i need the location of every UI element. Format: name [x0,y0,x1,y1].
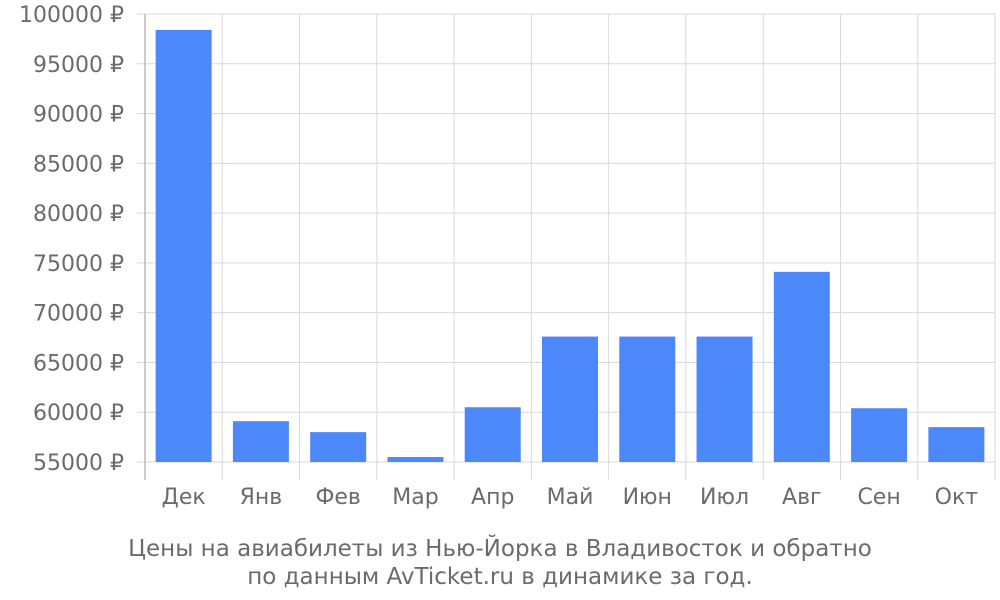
bar-6 [542,336,598,462]
bar-5 [464,407,521,462]
x-axis-labels: Дек Янв Фев Мар Апр Май Июн Июл Авг Сен Окт [162,485,979,510]
bar-4 [387,457,444,462]
y-tick-label: 55000 ₽ [33,451,124,476]
x-tick-label: Авг [782,485,822,510]
y-tick-label: 70000 ₽ [33,302,124,327]
y-tick-label: 60000 ₽ [33,401,124,426]
bar-9 [773,271,830,462]
chart-caption-line-2: по данным AvTicket.ru в динамике за год. [247,564,753,590]
y-axis-labels: 55000 ₽ 60000 ₽ 65000 ₽ 70000 ₽ 75000 ₽ 80000… [19,3,124,476]
x-tick-label: Мар [392,485,438,510]
x-tick-label: Дек [162,485,206,510]
x-tick-label: Фев [315,485,360,510]
y-tick-label: 100000 ₽ [19,3,124,28]
bar-11 [928,427,985,462]
chart-caption-line-1: Цены на авиабилеты из Нью-Йорка в Владив… [128,534,872,562]
x-tick-label: Апр [471,485,514,510]
x-tick-label: Май [547,485,594,510]
bar-10 [851,408,908,462]
x-tick-label: Янв [240,485,283,510]
y-tick-label: 95000 ₽ [33,53,124,78]
bars [155,29,985,462]
bar-7 [619,336,676,462]
bar-3 [310,432,367,462]
y-tick-label: 90000 ₽ [33,103,124,128]
y-tick-label: 65000 ₽ [33,351,124,376]
y-tick-label: 85000 ₽ [33,152,124,177]
bar-8 [696,336,753,462]
x-tick-label: Сен [857,485,900,510]
bar-1 [155,29,212,462]
x-tick-label: Июл [700,485,749,510]
bar-2 [232,421,289,462]
x-tick-label: Окт [935,485,979,510]
y-tick-label: 80000 ₽ [33,202,124,227]
x-tick-label: Июн [623,485,672,510]
grid [137,13,996,480]
y-tick-label: 75000 ₽ [33,252,124,277]
